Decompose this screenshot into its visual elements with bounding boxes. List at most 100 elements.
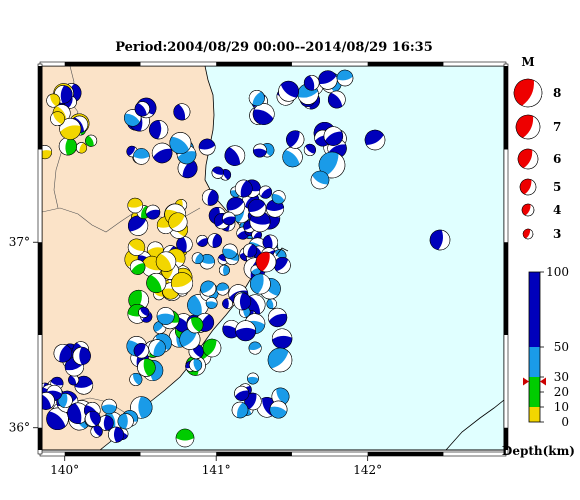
focal-mechanism-symbol <box>50 111 65 127</box>
magnitude-legend-symbol <box>517 148 539 170</box>
focal-mechanism-symbol <box>211 166 224 179</box>
frame-segment <box>216 452 292 456</box>
focal-mechanism-symbol <box>196 234 209 247</box>
frame-segment <box>367 62 444 66</box>
magnitude-legend-symbol <box>522 228 534 240</box>
focal-mechanism-symbol <box>90 425 103 438</box>
focal-mechanism-symbol <box>177 158 198 179</box>
depth-marker <box>523 377 529 386</box>
focal-mechanism-symbol <box>252 103 275 125</box>
axis-labels: 140° 141° 142° 37° 36° <box>9 235 382 477</box>
focal-mechanism-symbol <box>258 185 273 199</box>
frame-segment <box>64 62 141 66</box>
focal-mechanism-symbol <box>57 393 73 408</box>
depth-tick-label: 30 <box>554 370 569 384</box>
focal-mechanism-symbol <box>200 280 217 297</box>
focal-mechanism-symbol <box>323 126 344 146</box>
focal-mechanism-symbol <box>248 90 265 107</box>
depth-tick-label: 10 <box>554 400 569 414</box>
focal-mechanism-symbol <box>191 252 204 265</box>
focal-mechanism-symbol <box>267 347 293 373</box>
focal-mechanism-symbol <box>156 307 175 325</box>
magnitude-legend-symbol <box>515 114 541 140</box>
focal-mechanism-symbol <box>169 132 192 154</box>
focal-mechanism-symbol <box>222 211 236 226</box>
focal-mechanism-symbol <box>108 426 125 443</box>
focal-mechanism-symbol <box>269 400 288 419</box>
focal-mechanism-symbol <box>318 151 346 179</box>
focal-mechanism-symbol <box>218 264 230 276</box>
focal-mechanism-symbol <box>148 339 166 357</box>
focal-mechanism-symbol <box>231 401 249 419</box>
lon-tick-label: 142° <box>353 463 382 477</box>
magnitude-legend-label: 5 <box>553 180 561 194</box>
focal-mechanism-symbol <box>130 396 153 419</box>
focal-mechanism-symbol <box>117 413 134 430</box>
focal-mechanism-symbol <box>233 292 252 311</box>
focal-mechanism-symbol <box>271 190 286 205</box>
focal-mechanism-symbol <box>198 138 216 156</box>
focal-mechanism-symbol <box>207 233 223 248</box>
magnitude-legend-label: 6 <box>553 152 561 166</box>
focal-mechanism-symbol <box>173 103 191 121</box>
focal-mechanism-symbol <box>271 328 293 349</box>
focal-mechanism-symbol <box>137 358 156 377</box>
map-frame <box>37 61 509 457</box>
latest-marker <box>275 247 289 257</box>
focal-mechanism-symbol <box>303 143 316 156</box>
focal-mechanism-symbol <box>274 256 291 274</box>
focal-mechanism-symbol <box>262 234 279 251</box>
focal-mechanism-symbol <box>127 197 143 214</box>
magnitude-legend-label: 7 <box>553 120 561 134</box>
focal-mechanism-symbol <box>216 282 230 296</box>
focal-mechanism-symbol <box>364 129 386 151</box>
focal-mechanism-symbol <box>171 272 194 295</box>
frame-segment <box>504 427 508 450</box>
focal-mechanism-symbol <box>101 398 117 415</box>
focal-mechanism-symbol <box>282 146 303 168</box>
focal-mechanism-symbol <box>201 189 219 206</box>
focal-mechanism-symbol <box>84 410 101 427</box>
focal-mechanism-symbol <box>133 148 150 165</box>
focal-mechanism-symbol <box>127 215 149 236</box>
focal-mechanism-symbol <box>129 259 146 275</box>
focal-mechanism-symbol <box>68 374 80 386</box>
focal-mechanism-symbol <box>205 297 218 309</box>
magnitude-legend-label: 8 <box>553 86 561 100</box>
focal-mechanism-symbol <box>176 236 193 253</box>
depth-tick-label: 100 <box>546 265 569 279</box>
depth-marker <box>540 377 546 386</box>
depth-tick-label: 50 <box>554 340 569 354</box>
depth-band <box>529 392 540 407</box>
focal-mechanism-symbol <box>243 243 258 258</box>
focal-mechanism-symbol <box>127 238 146 256</box>
magnitude-legend-symbol <box>519 178 537 196</box>
depth-tick-label: 20 <box>554 385 569 399</box>
frame-segment <box>38 427 42 450</box>
focal-mechanism-symbol <box>250 273 271 295</box>
frame-segment <box>216 62 292 66</box>
focal-mechanism-symbol <box>303 75 320 91</box>
magnitude-legend-symbol <box>521 203 535 217</box>
focal-mechanism-symbol <box>226 196 246 216</box>
focal-mechanism-symbol <box>175 428 195 448</box>
coastline-boso <box>445 399 504 450</box>
magnitude-legend-title: M <box>521 55 534 69</box>
focal-mechanism-symbol <box>85 134 98 147</box>
focal-mechanism-symbol <box>155 251 177 272</box>
focal-mechanism-symbol <box>224 145 246 166</box>
focal-mechanism-symbol <box>179 328 201 350</box>
magnitude-legend-label: 4 <box>553 203 561 217</box>
focal-mechanism-latest <box>255 251 277 273</box>
focal-mechanism-symbol <box>151 142 173 164</box>
depth-band <box>529 347 540 377</box>
focal-mechanism-symbol <box>336 69 354 87</box>
focal-mechanism-symbol <box>74 375 94 395</box>
focal-mechanism-symbol <box>247 198 267 218</box>
magnitude-legend-symbol <box>513 78 543 108</box>
focal-mechanism-symbol <box>149 120 169 140</box>
focal-mechanism-symbol <box>310 170 330 190</box>
focal-mechanism-symbol <box>252 143 267 158</box>
